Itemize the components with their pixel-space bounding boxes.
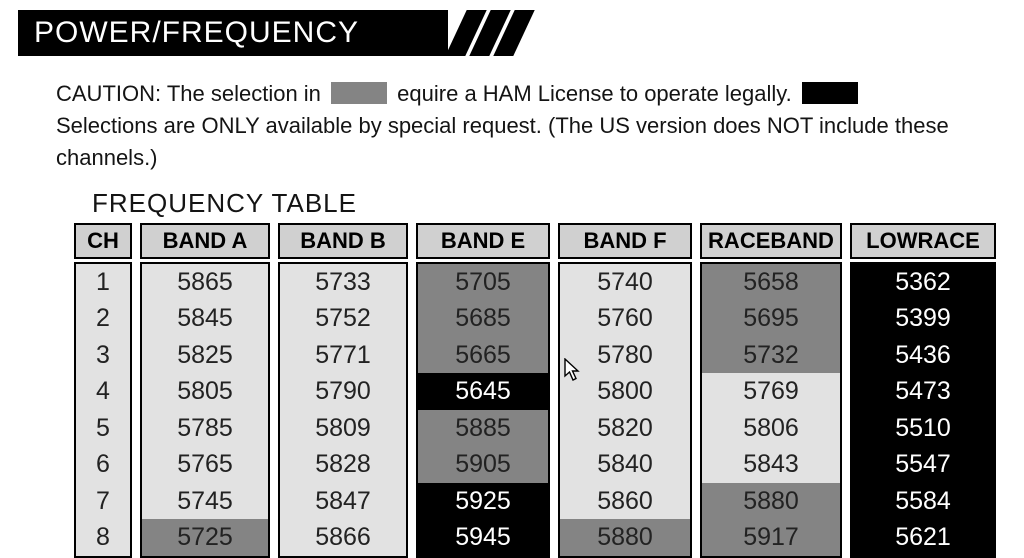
freq-cell: 5840: [560, 446, 690, 483]
freq-cell: 5705: [418, 264, 548, 301]
column-header: LOWRACE: [850, 223, 996, 259]
page-root: POWER/FREQUENCY DISPLAY CAUTION: The sel…: [0, 0, 1024, 558]
freq-cell: 5843: [702, 446, 840, 483]
column-body: 56585695573257695806584358805917: [700, 262, 842, 558]
swatch-gray-icon: [331, 82, 387, 104]
freq-cell: 5806: [702, 410, 840, 447]
column-lowrace: LOWRACE53625399543654735510554755845621: [850, 223, 996, 558]
freq-cell: 5845: [142, 300, 268, 337]
title-banner: POWER/FREQUENCY DISPLAY: [18, 10, 1006, 56]
freq-cell: 5362: [852, 264, 994, 301]
ch-cell: 7: [76, 483, 130, 520]
freq-cell: 5584: [852, 483, 994, 520]
freq-cell: 5621: [852, 519, 994, 556]
freq-cell: 5510: [852, 410, 994, 447]
freq-cell: 5847: [280, 483, 406, 520]
freq-cell: 5760: [560, 300, 690, 337]
freq-cell: 5800: [560, 373, 690, 410]
ch-cell: 3: [76, 337, 130, 374]
column-header: RACEBAND: [700, 223, 842, 259]
freq-cell: 5752: [280, 300, 406, 337]
column-body-ch: 12345678: [74, 262, 132, 558]
freq-cell: 5745: [142, 483, 268, 520]
ch-cell: 8: [76, 519, 130, 556]
column-body: 57405760578058005820584058605880: [558, 262, 692, 558]
ch-cell: 5: [76, 410, 130, 447]
caution-mid1: equire a HAM License to operate legally.: [397, 81, 792, 106]
freq-cell: 5771: [280, 337, 406, 374]
freq-cell: 5945: [418, 519, 548, 556]
column-header-ch: CH: [74, 223, 132, 259]
banner-slashes-icon: [452, 10, 524, 61]
swatch-black-icon: [802, 82, 858, 104]
freq-cell: 5805: [142, 373, 268, 410]
column-body: 57055685566556455885590559255945: [416, 262, 550, 558]
freq-cell: 5785: [142, 410, 268, 447]
freq-cell: 5885: [418, 410, 548, 447]
freq-cell: 5645: [418, 373, 548, 410]
column-header: BAND F: [558, 223, 692, 259]
freq-cell: 5733: [280, 264, 406, 301]
freq-cell: 5880: [560, 519, 690, 556]
column-ch: CH 12345678: [74, 223, 132, 558]
ch-cell: 1: [76, 264, 130, 301]
freq-cell: 5825: [142, 337, 268, 374]
freq-cell: 5399: [852, 300, 994, 337]
freq-cell: 5547: [852, 446, 994, 483]
column-header: BAND B: [278, 223, 408, 259]
banner-title: POWER/FREQUENCY DISPLAY: [18, 10, 448, 56]
freq-cell: 5860: [560, 483, 690, 520]
column-body: 58655845582558055785576557455725: [140, 262, 270, 558]
freq-cell: 5905: [418, 446, 548, 483]
column-band_f: BAND F57405760578058005820584058605880: [558, 223, 692, 558]
freq-cell: 5732: [702, 337, 840, 374]
freq-cell: 5925: [418, 483, 548, 520]
freq-cell: 5790: [280, 373, 406, 410]
column-body: 53625399543654735510554755845621: [850, 262, 996, 558]
column-band_a: BAND A58655845582558055785576557455725: [140, 223, 270, 558]
column-band_b: BAND B57335752577157905809582858475866: [278, 223, 408, 558]
freq-cell: 5780: [560, 337, 690, 374]
freq-cell: 5658: [702, 264, 840, 301]
caution-text: CAUTION: The selection in equire a HAM L…: [18, 78, 1006, 174]
column-band_e: BAND E57055685566556455885590559255945: [416, 223, 550, 558]
freq-cell: 5473: [852, 373, 994, 410]
freq-cell: 5828: [280, 446, 406, 483]
frequency-table: CH 12345678 BAND A5865584558255805578557…: [18, 223, 1006, 558]
freq-cell: 5865: [142, 264, 268, 301]
freq-cell: 5725: [142, 519, 268, 556]
ch-cell: 2: [76, 300, 130, 337]
freq-cell: 5665: [418, 337, 548, 374]
freq-cell: 5695: [702, 300, 840, 337]
column-raceband: RACEBAND56585695573257695806584358805917: [700, 223, 842, 558]
freq-cell: 5740: [560, 264, 690, 301]
table-title: FREQUENCY TABLE: [18, 188, 1006, 219]
column-header: BAND E: [416, 223, 550, 259]
freq-cell: 5769: [702, 373, 840, 410]
freq-cell: 5820: [560, 410, 690, 447]
column-body: 57335752577157905809582858475866: [278, 262, 408, 558]
freq-cell: 5917: [702, 519, 840, 556]
freq-cell: 5866: [280, 519, 406, 556]
column-header: BAND A: [140, 223, 270, 259]
ch-cell: 4: [76, 373, 130, 410]
freq-cell: 5880: [702, 483, 840, 520]
ch-cell: 6: [76, 446, 130, 483]
freq-cell: 5685: [418, 300, 548, 337]
freq-cell: 5765: [142, 446, 268, 483]
caution-mid2: Selections are ONLY available by special…: [56, 113, 949, 170]
freq-cell: 5809: [280, 410, 406, 447]
freq-cell: 5436: [852, 337, 994, 374]
